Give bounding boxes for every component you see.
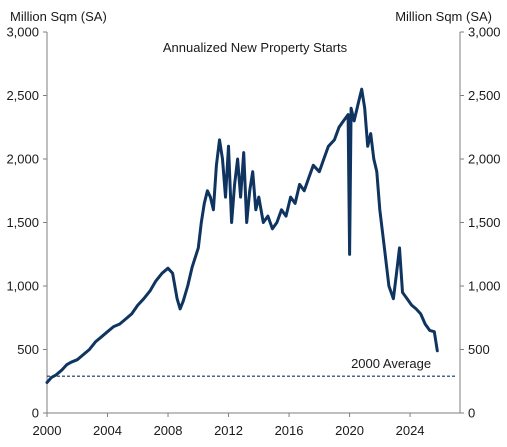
x-tick-label: 2016 [275, 423, 304, 438]
left-y-tick-label: 2,500 [6, 88, 39, 103]
x-tick-label: 2008 [154, 423, 183, 438]
right-y-tick-label: 3,000 [468, 25, 501, 40]
right-axis-unit-label: Million Sqm (SA) [395, 9, 492, 24]
left-y-tick-label: 1,000 [6, 279, 39, 294]
average-label: 2000 Average [351, 356, 431, 371]
x-tick-label: 2024 [396, 423, 425, 438]
x-tick-label: 2000 [33, 423, 62, 438]
left-y-tick-label: 2,000 [6, 152, 39, 167]
right-y-tick-label: 0 [468, 406, 475, 421]
x-tick-label: 2020 [335, 423, 364, 438]
left-y-tick-label: 1,500 [6, 215, 39, 230]
chart-title: Annualized New Property Starts [163, 40, 348, 55]
x-tick-label: 2012 [214, 423, 243, 438]
left-y-tick-label: 3,000 [6, 25, 39, 40]
right-y-tick-label: 2,000 [468, 152, 501, 167]
x-tick-label: 2004 [93, 423, 122, 438]
tick-labels: 0 0 500 500 1,000 1,000 1,500 1,500 2,000 2,000 2,… [6, 25, 500, 439]
right-y-tick-label: 1,500 [468, 215, 501, 230]
left-y-tick-label: 500 [17, 342, 39, 357]
right-y-tick-label: 2,500 [468, 88, 501, 103]
series-line-new-property-starts [45, 87, 439, 384]
left-axis-unit-label: Million Sqm (SA) [10, 9, 107, 24]
right-y-tick-label: 500 [468, 342, 490, 357]
right-y-tick-label: 1,000 [468, 279, 501, 294]
left-y-tick-label: 0 [32, 406, 39, 421]
axes [43, 31, 464, 417]
